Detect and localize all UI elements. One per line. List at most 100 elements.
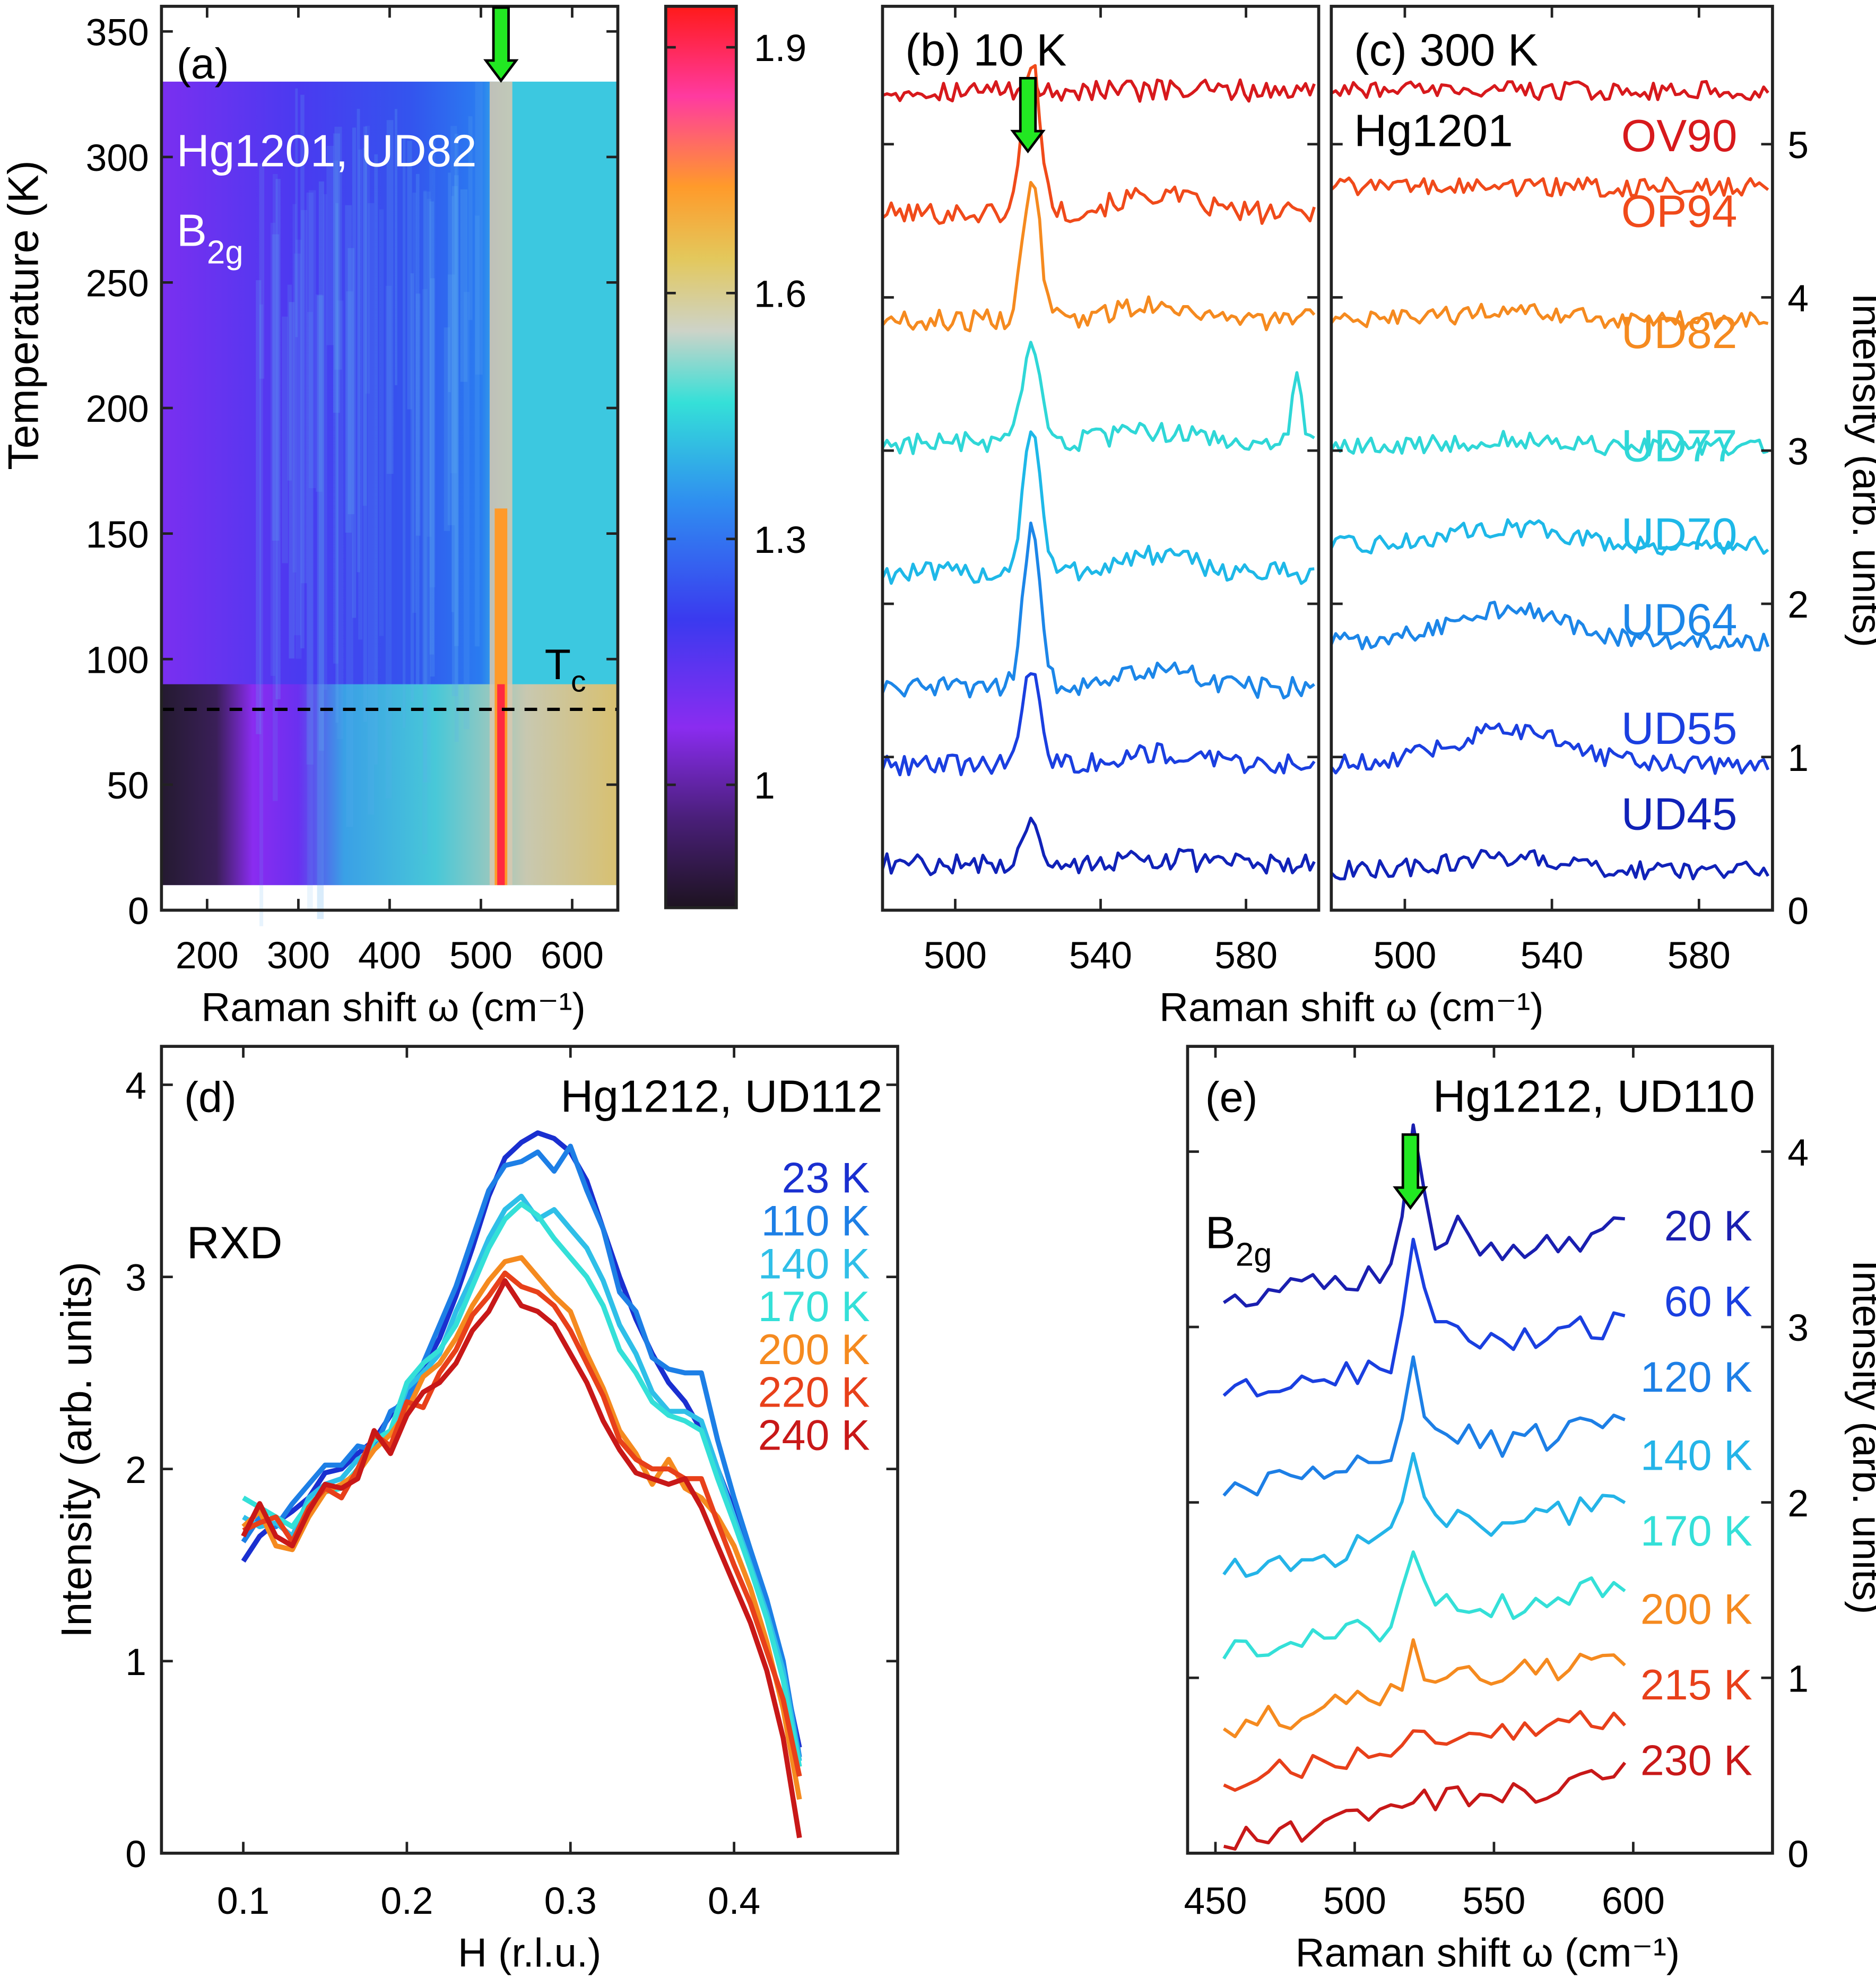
panel-c-series-ud45 xyxy=(1330,849,1770,881)
panel-b-series-ud82 xyxy=(881,180,1316,333)
panel-d-x-tick-label: 0.3 xyxy=(544,1880,597,1922)
heatmap-streak xyxy=(430,278,435,677)
panel-e-frame xyxy=(1186,1045,1774,1855)
panel-b-legend-ov90: OV90 xyxy=(1621,111,1738,161)
panel-a-arrow xyxy=(483,6,519,83)
panel-b-series-ov90 xyxy=(882,78,1316,103)
heatmap-streak xyxy=(308,190,316,488)
panel-a-y-tick-label: 200 xyxy=(86,388,149,430)
heatmap-streak xyxy=(293,253,301,636)
heatmap-streak xyxy=(475,82,483,375)
panel-e-ylabel: Intensity (arb. units) xyxy=(1844,1260,1876,1615)
heatmap-streak xyxy=(270,222,276,676)
tc-label: Tc xyxy=(545,641,586,699)
heatmap-streak xyxy=(423,190,427,782)
panel-a-b2g: B2g xyxy=(177,205,244,271)
heatmap-streak xyxy=(346,291,353,827)
heatmap-streak xyxy=(317,295,324,919)
panel-e-b2g-main: B xyxy=(1205,1208,1236,1258)
panel-a-y-tick-label: 50 xyxy=(107,765,149,807)
panel-d-x-tick-label: 0.4 xyxy=(708,1880,760,1922)
tc-label-main: T xyxy=(545,641,571,689)
panel-e-legend-120k: 120 K xyxy=(1640,1354,1752,1401)
panel-b-label: (b) 10 K xyxy=(905,25,1066,76)
panel-b-legend-ud55: UD55 xyxy=(1621,704,1738,754)
panel-a-ylabel: Temperature (K) xyxy=(0,160,48,470)
heatmap-streak xyxy=(423,191,431,783)
heatmap-streak xyxy=(256,280,262,734)
panel-e-legend-230k: 230 K xyxy=(1640,1737,1752,1784)
panel-d-y-tick-label: 4 xyxy=(125,1065,146,1107)
panel-e-series-215k xyxy=(1223,1710,1626,1792)
heatmap-streak xyxy=(386,120,394,474)
colorbar-tick-label: 1 xyxy=(754,765,775,807)
heatmap-streak xyxy=(259,163,265,379)
panel-a-title: Hg1201, UD82 xyxy=(177,126,477,177)
heatmap-streak xyxy=(367,203,375,815)
panel-d-annotation: RXD xyxy=(187,1218,283,1268)
panel-c-y-tick-label: 3 xyxy=(1787,430,1809,473)
colorbar xyxy=(664,5,738,909)
panel-d-ylabel: Intensity (arb. units) xyxy=(53,1262,100,1638)
heatmap-streak xyxy=(379,209,384,636)
heatmap-streak xyxy=(365,125,370,394)
heatmap-streak xyxy=(422,289,428,854)
panel-e-series-230k xyxy=(1223,1762,1627,1851)
panel-d-series-240k xyxy=(241,1278,802,1838)
heatmap-streak xyxy=(287,284,292,481)
heatmap-streak xyxy=(415,293,421,536)
panel-d-y-tick-label: 3 xyxy=(125,1257,146,1299)
panel-e-legend-200k: 200 K xyxy=(1640,1585,1752,1633)
panel-e-legend-60k: 60 K xyxy=(1664,1278,1752,1326)
colorbar-tick-label: 1.9 xyxy=(754,27,806,70)
panel-a-x-tick-label: 200 xyxy=(176,934,239,977)
panel-e-y-tick-label: 0 xyxy=(1787,1833,1809,1876)
heatmap-streak xyxy=(358,149,363,640)
panel-d-legend-23k: 23 K xyxy=(782,1155,870,1202)
panel-c-x-tick-label: 580 xyxy=(1667,934,1731,977)
heatmap-streak xyxy=(454,134,459,742)
panel-e-legend-20k: 20 K xyxy=(1664,1202,1752,1250)
panel-c-label: (c) 300 K xyxy=(1354,25,1538,76)
panel-d-x-tick-label: 0.2 xyxy=(380,1880,433,1922)
panel-a-y-tick-label: 300 xyxy=(86,137,149,179)
panel-b-series-ud70 xyxy=(881,430,1315,585)
panel-b-legend-op94: OP94 xyxy=(1621,187,1738,237)
panel-c-annotation: Hg1201 xyxy=(1354,106,1513,157)
heatmap-streak xyxy=(448,172,451,392)
heatmap-streak xyxy=(275,179,281,699)
panel-e-title: Hg1212, UD110 xyxy=(1433,1072,1755,1122)
heatmap-streak xyxy=(357,109,360,572)
heatmap-streak xyxy=(415,173,420,686)
panel-d-y-tick-label: 1 xyxy=(125,1641,146,1684)
panel-b-series-ud45 xyxy=(881,817,1316,877)
panel-e-legend-170k: 170 K xyxy=(1640,1507,1752,1555)
heatmap-streak xyxy=(454,175,459,646)
heatmap-streak xyxy=(463,292,470,730)
heatmap-streak xyxy=(306,192,314,765)
panel-a-x-tick-label: 600 xyxy=(541,934,604,977)
panel-b-legend-ud70: UD70 xyxy=(1621,509,1738,560)
panel-a-b2g-sub: 2g xyxy=(207,235,244,271)
panel-a-y-tick-label: 0 xyxy=(128,890,149,933)
panel-a-y-tick-label: 350 xyxy=(86,11,149,54)
panel-c-series-ud55 xyxy=(1330,722,1770,775)
panel-e-series-140k xyxy=(1222,1452,1626,1578)
panel-e-b2g-sub: 2g xyxy=(1236,1237,1272,1273)
panel-c-series-ud70 xyxy=(1330,518,1769,556)
heatmap-streak xyxy=(307,311,313,910)
heatmap-streak xyxy=(385,285,392,799)
heatmap-streak xyxy=(444,327,450,531)
heatmap-streak xyxy=(318,181,324,751)
panel-b-legend-ud64: UD64 xyxy=(1621,595,1738,646)
heatmap-streak xyxy=(326,145,334,345)
panel-a-y-tick-label: 100 xyxy=(86,639,149,681)
heatmap-streak xyxy=(348,248,354,515)
heatmap-streak xyxy=(333,133,340,413)
heatmap-streak xyxy=(316,294,323,492)
panel-e-arrow xyxy=(1393,1133,1428,1210)
panel-e-y-tick-label: 2 xyxy=(1787,1482,1809,1525)
heatmap-streak xyxy=(374,154,378,765)
panel-c-y-tick-label: 2 xyxy=(1787,584,1809,626)
